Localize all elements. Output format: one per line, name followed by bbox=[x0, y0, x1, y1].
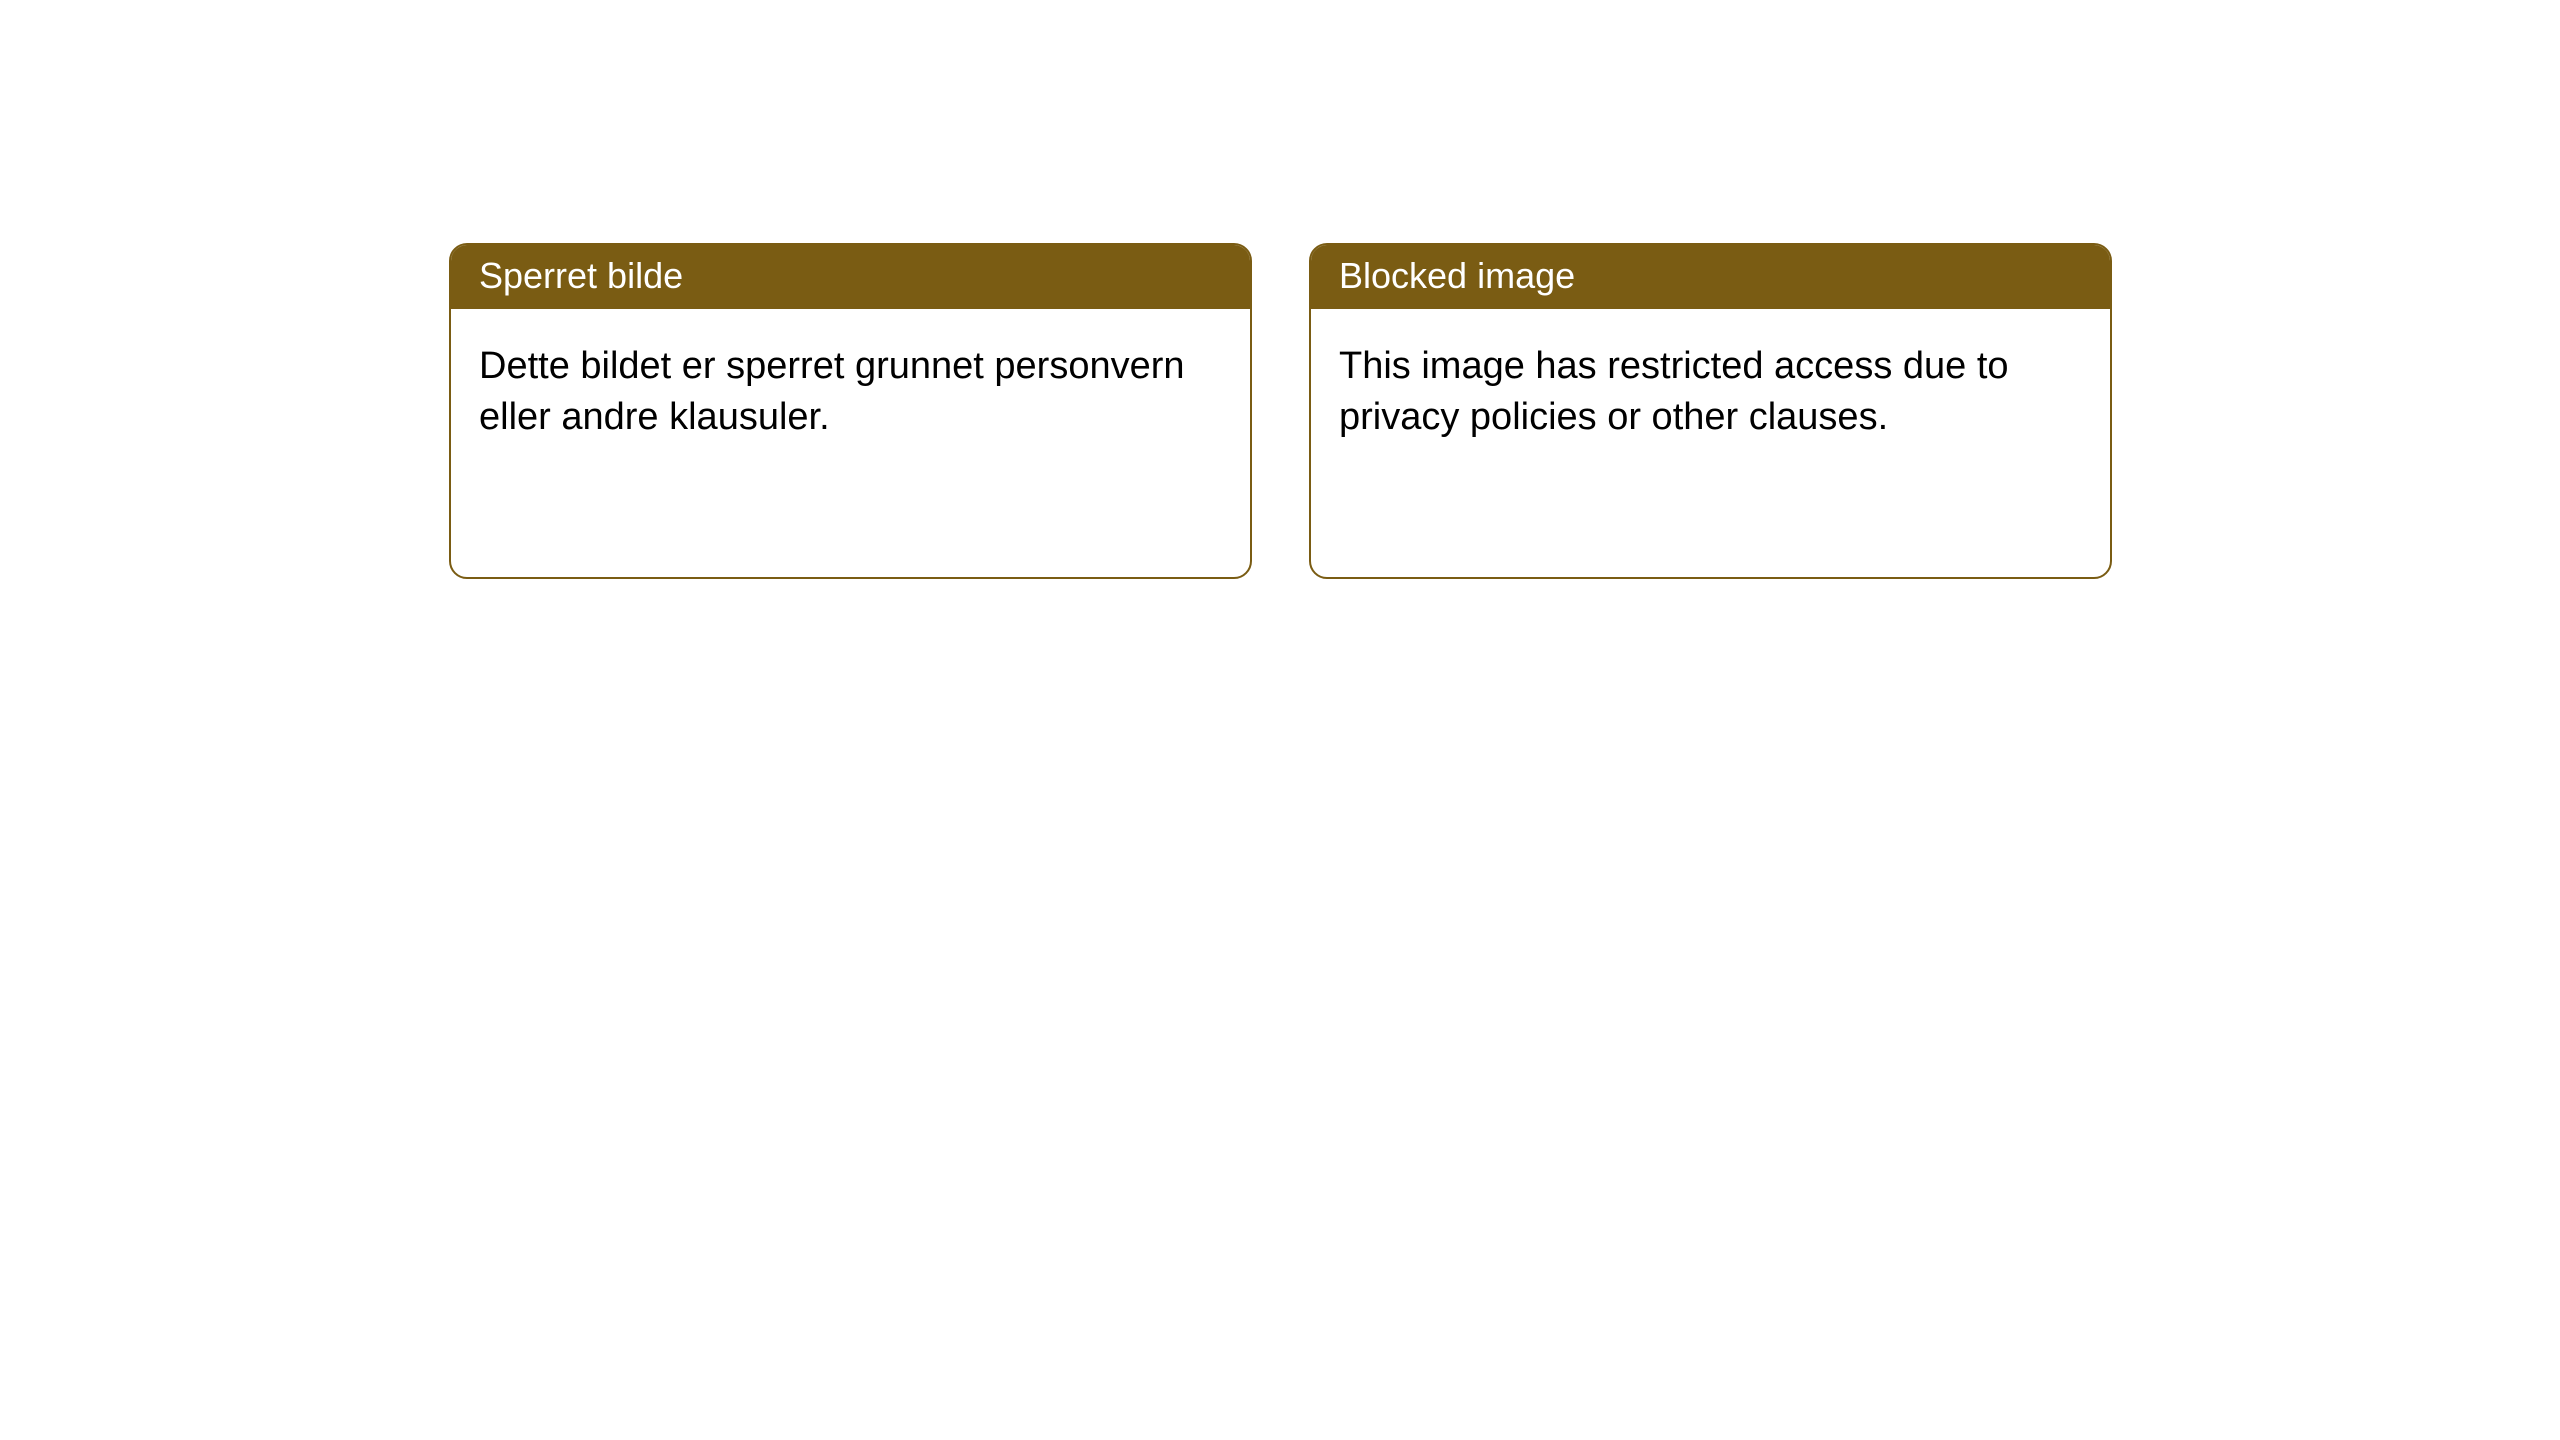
notice-box-english: Blocked image This image has restricted … bbox=[1309, 243, 2112, 579]
notice-box-norwegian: Sperret bilde Dette bildet er sperret gr… bbox=[449, 243, 1252, 579]
notice-body: Dette bildet er sperret grunnet personve… bbox=[451, 309, 1250, 476]
notice-container: Sperret bilde Dette bildet er sperret gr… bbox=[449, 243, 2112, 579]
notice-header: Sperret bilde bbox=[451, 245, 1250, 309]
notice-header: Blocked image bbox=[1311, 245, 2110, 309]
notice-body: This image has restricted access due to … bbox=[1311, 309, 2110, 476]
